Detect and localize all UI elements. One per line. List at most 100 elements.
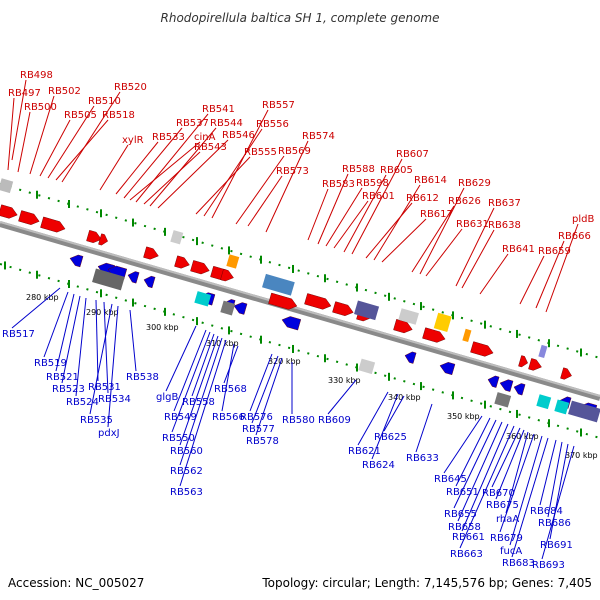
forward-gene-arrow bbox=[0, 204, 18, 219]
plus-label-leader bbox=[535, 240, 565, 309]
minus-label-leader bbox=[191, 333, 215, 397]
plus-label-leader bbox=[17, 111, 31, 173]
minus-label-leader bbox=[43, 291, 69, 358]
plus-gene-label: RB641 bbox=[502, 244, 535, 255]
minus-label-leader bbox=[511, 437, 549, 558]
plus-label-leader bbox=[351, 158, 403, 255]
plus-gene-label: RB533 bbox=[152, 132, 185, 143]
gene-block bbox=[0, 178, 14, 194]
forward-gene-arrow bbox=[40, 216, 66, 233]
plus-label-leader bbox=[373, 184, 421, 261]
minus-gene-label: fucA bbox=[500, 546, 522, 557]
minus-gene-label: RB517 bbox=[2, 329, 35, 340]
plus-label-leader bbox=[333, 200, 369, 249]
reverse-gene-arrow bbox=[233, 302, 248, 315]
scale-labels: 280 kbp 290 kbp 300 kbp 310 kbp 320 kbp 330 k… bbox=[26, 293, 598, 460]
plus-gene-label: RB544 bbox=[210, 118, 243, 129]
gene-block bbox=[170, 230, 184, 245]
plus-gene-label: RB666 bbox=[558, 231, 591, 242]
scale-label: 340 kbp bbox=[388, 393, 421, 402]
gene-block bbox=[194, 291, 212, 307]
plus-gene-label: RB631 bbox=[456, 219, 489, 230]
plus-gene-label: RB638 bbox=[488, 220, 521, 231]
minus-gene-label: RB609 bbox=[318, 415, 351, 426]
minus-label-leader bbox=[455, 417, 491, 487]
plus-label-leader bbox=[61, 91, 121, 183]
plus-gene-label: RB510 bbox=[88, 96, 121, 107]
plus-label-leader bbox=[7, 97, 15, 171]
plus-label-leader bbox=[307, 188, 329, 241]
minus-gene-label: RB576 bbox=[240, 412, 273, 423]
gene-block bbox=[220, 300, 236, 316]
minus-gene-label: RB558 bbox=[182, 397, 215, 408]
scale-label: 370 kbp bbox=[565, 451, 598, 460]
minus-gene-label: RB683 bbox=[502, 558, 535, 569]
minus-label-leader bbox=[541, 445, 575, 560]
plus-gene-label: RB598 bbox=[356, 178, 389, 189]
reverse-gene-arrow bbox=[499, 379, 514, 392]
forward-gene-arrow bbox=[332, 301, 354, 316]
minus-label-leader bbox=[11, 287, 61, 329]
scale-label: 290 kbp bbox=[86, 308, 119, 317]
plus-label-leader bbox=[149, 127, 217, 207]
plus-gene-label: RB546 bbox=[222, 130, 255, 141]
forward-gene-arrow bbox=[268, 292, 298, 310]
minus-label-leader bbox=[75, 297, 87, 397]
reverse-gene-arrow bbox=[69, 254, 84, 268]
plus-label-leader bbox=[325, 187, 363, 247]
plus-label-leader bbox=[455, 207, 495, 287]
minus-gene-label: RB651 bbox=[446, 487, 479, 498]
minus-gene-label: RB519 bbox=[34, 358, 67, 369]
minus-label-leader bbox=[383, 395, 405, 432]
forward-gene-arrow bbox=[560, 367, 572, 380]
minus-label-leader bbox=[179, 339, 227, 487]
minus-label-leader bbox=[61, 295, 81, 384]
map-title: Rhodopirellula baltica SH 1, complete ge… bbox=[161, 11, 440, 25]
minus-label-leader bbox=[251, 355, 279, 424]
minus-label-leader bbox=[255, 357, 283, 436]
scale-label: 310 kbp bbox=[206, 339, 239, 348]
minus-label-leader bbox=[499, 433, 535, 533]
scale-label: 300 kbp bbox=[146, 323, 179, 332]
minus-gene-label: RB645 bbox=[434, 474, 467, 485]
minus-label-leader bbox=[371, 393, 399, 460]
gene-block bbox=[226, 254, 240, 269]
plus-label-leader bbox=[265, 140, 309, 233]
minus-gene-label: glgB bbox=[156, 392, 178, 403]
plus-label-leader bbox=[203, 128, 263, 217]
minus-label-leader bbox=[223, 345, 239, 384]
plus-label-leader bbox=[343, 174, 387, 253]
forward-gene-arrow bbox=[220, 268, 234, 282]
genome-summary-text: Topology: circular; Length: 7,145,576 bp… bbox=[261, 576, 592, 590]
plus-label-leader bbox=[211, 109, 269, 219]
gene-block bbox=[262, 273, 295, 296]
gene-block bbox=[398, 308, 419, 325]
plus-label-leader bbox=[461, 229, 495, 289]
minus-gene-label: RB633 bbox=[406, 453, 439, 464]
minus-label-leader bbox=[171, 331, 211, 433]
minus-gene-label: RB663 bbox=[450, 549, 483, 560]
forward-gene-arrow bbox=[86, 229, 102, 243]
plus-label-leader bbox=[411, 205, 455, 273]
plus-gene-label: RB659 bbox=[538, 246, 571, 257]
minus-label-leader bbox=[55, 293, 75, 372]
dotted-track bbox=[0, 183, 600, 359]
plus-label-leader bbox=[235, 155, 285, 225]
minus-label-leader bbox=[89, 303, 113, 415]
plus-label-leader bbox=[425, 228, 463, 277]
forward-gene-arrow bbox=[422, 327, 446, 343]
minus-label-leader bbox=[539, 439, 557, 506]
plus-gene-label: RB556 bbox=[256, 119, 289, 130]
minus-gene-label: RB693 bbox=[532, 560, 565, 571]
gene-block bbox=[538, 344, 548, 359]
plus-gene-label: RB626 bbox=[448, 196, 481, 207]
plus-gene-label: RB601 bbox=[362, 191, 395, 202]
plus-gene-label: RB573 bbox=[276, 166, 309, 177]
forward-gene-arrow bbox=[528, 358, 542, 371]
plus-label-leader bbox=[39, 119, 71, 177]
plus-label-leader bbox=[195, 156, 251, 215]
minus-label-leader bbox=[357, 391, 389, 446]
plus-gene-label: RB617 bbox=[420, 209, 453, 220]
